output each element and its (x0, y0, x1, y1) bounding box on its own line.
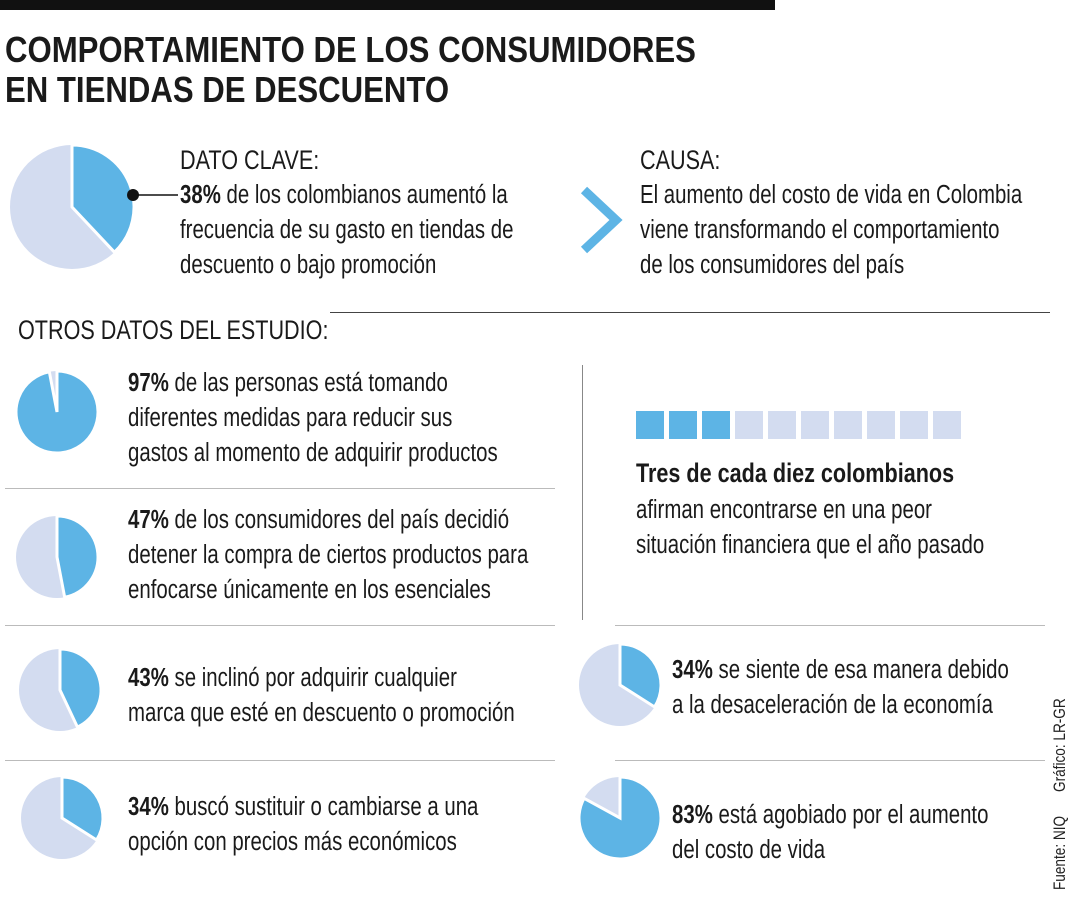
divider (5, 488, 555, 489)
waffle-square-empty (933, 411, 961, 439)
pie-chart (577, 775, 663, 861)
stat-pct: 47% (128, 506, 169, 534)
text-line: enfocarse únicamente en los esenciales (128, 576, 491, 604)
pie-slice (60, 775, 105, 843)
waffle-square-empty (801, 411, 829, 439)
pie-chart (21, 775, 105, 859)
divider (330, 312, 1050, 313)
text-line: de los consumidores del país decidió (168, 506, 510, 534)
divider (615, 625, 1045, 626)
text-line: viene transformando el comportamiento (640, 216, 1000, 244)
waffle-square-empty (867, 411, 895, 439)
text-line: del costo de vida (672, 836, 826, 864)
waffle-square-empty (834, 411, 862, 439)
pie-chart (14, 369, 100, 455)
stat-text: 83% está agobiado por el aumento del cost… (672, 798, 988, 868)
text-line: descuento o bajo promoción (180, 251, 437, 279)
text-line: diferentes medidas para reducir sus (128, 404, 453, 432)
page-title: COMPORTAMIENTO DE LOS CONSUMIDORES EN TI… (5, 30, 696, 110)
text-line: marca que esté en descuento o promoción (128, 699, 515, 727)
key-text: 38% de los colombianos aumentó la frecue… (180, 178, 513, 283)
text-line: El aumento del costo de vida en Colombia (640, 181, 1023, 209)
divider (5, 760, 555, 761)
text-line: frecuencia de su gasto en tiendas de (180, 216, 514, 244)
text-line: está agobiado por el aumento (712, 801, 989, 829)
text-line: se siente de esa manera debido (712, 656, 1009, 684)
pie-slice (577, 775, 663, 861)
pie-chart (19, 647, 103, 731)
pie-slice (58, 647, 103, 730)
text-line: de los consumidores del país (640, 251, 905, 279)
others-heading: OTROS DATOS DEL ESTUDIO: (18, 315, 329, 345)
top-bar (0, 0, 775, 10)
text-line: detener la compra de ciertos productos p… (128, 541, 529, 569)
pie-slice (14, 369, 100, 455)
waffle-chart (636, 411, 961, 439)
stat-text: 47% de los consumidores del país decidió… (128, 503, 528, 608)
text-line: gastos al momento de adquirir productos (128, 439, 498, 467)
vertical-divider (582, 365, 583, 620)
divider (5, 625, 555, 626)
cause-heading: CAUSA: (640, 145, 721, 175)
source-credit: Fuente: NIQ (1050, 815, 1069, 890)
key-pct: 38% (180, 181, 221, 209)
text-line: situación financiera que el año pasado (636, 531, 985, 559)
waffle-square-empty (900, 411, 928, 439)
stat-pct: 34% (128, 793, 169, 821)
chevron-right-icon (580, 186, 623, 254)
text-line: a la desaceleración de la economía (672, 691, 993, 719)
stat-pct: 83% (672, 801, 713, 829)
stat-text: 34% se siente de esa manera debido a la d… (672, 653, 1009, 723)
text-line: de las personas está tomando (168, 369, 448, 397)
stat-text: 97% de las personas está tomando diferent… (128, 366, 498, 471)
title-line: EN TIENDAS DE DESCUENTO (5, 69, 450, 110)
waffle-square-empty (735, 411, 763, 439)
pie-slice (55, 514, 100, 600)
text-line: buscó sustituir o cambiarse a una (168, 793, 479, 821)
waffle-square-filled (636, 411, 664, 439)
ratio-text: afirman encontrarse en una peor situació… (636, 493, 984, 563)
graphic-credit: Gráfico: LR-GR (1050, 698, 1069, 792)
pie-slice (70, 143, 136, 255)
text-line: afirman encontrarse en una peor (636, 496, 932, 524)
key-pie-svg (10, 143, 178, 269)
waffle-square-filled (702, 411, 730, 439)
text-line: opción con precios más económicos (128, 828, 457, 856)
text-line: se inclinó por adquirir cualquier (168, 664, 457, 692)
pie-chart (16, 514, 100, 600)
key-pie (10, 143, 136, 269)
stat-pct: 43% (128, 664, 169, 692)
text-line: de los colombianos aumentó la (220, 181, 508, 209)
ratio-heading: Tres de cada diez colombianos (636, 458, 955, 488)
waffle-square-empty (768, 411, 796, 439)
pie-slice (618, 642, 663, 710)
stat-pct: 97% (128, 369, 169, 397)
cause-text: El aumento del costo de vida en Colombia… (640, 178, 1022, 283)
divider (615, 760, 1045, 761)
key-heading: DATO CLAVE: (180, 145, 320, 175)
pie-chart (579, 642, 663, 726)
stat-pct: 34% (672, 656, 713, 684)
stat-text: 43% se inclinó por adquirir cualquier mar… (128, 661, 515, 731)
stat-text: 34% buscó sustituir o cambiarse a una opc… (128, 790, 478, 860)
waffle-square-filled (669, 411, 697, 439)
connector-dot (127, 189, 139, 201)
title-line: COMPORTAMIENTO DE LOS CONSUMIDORES (5, 29, 696, 70)
